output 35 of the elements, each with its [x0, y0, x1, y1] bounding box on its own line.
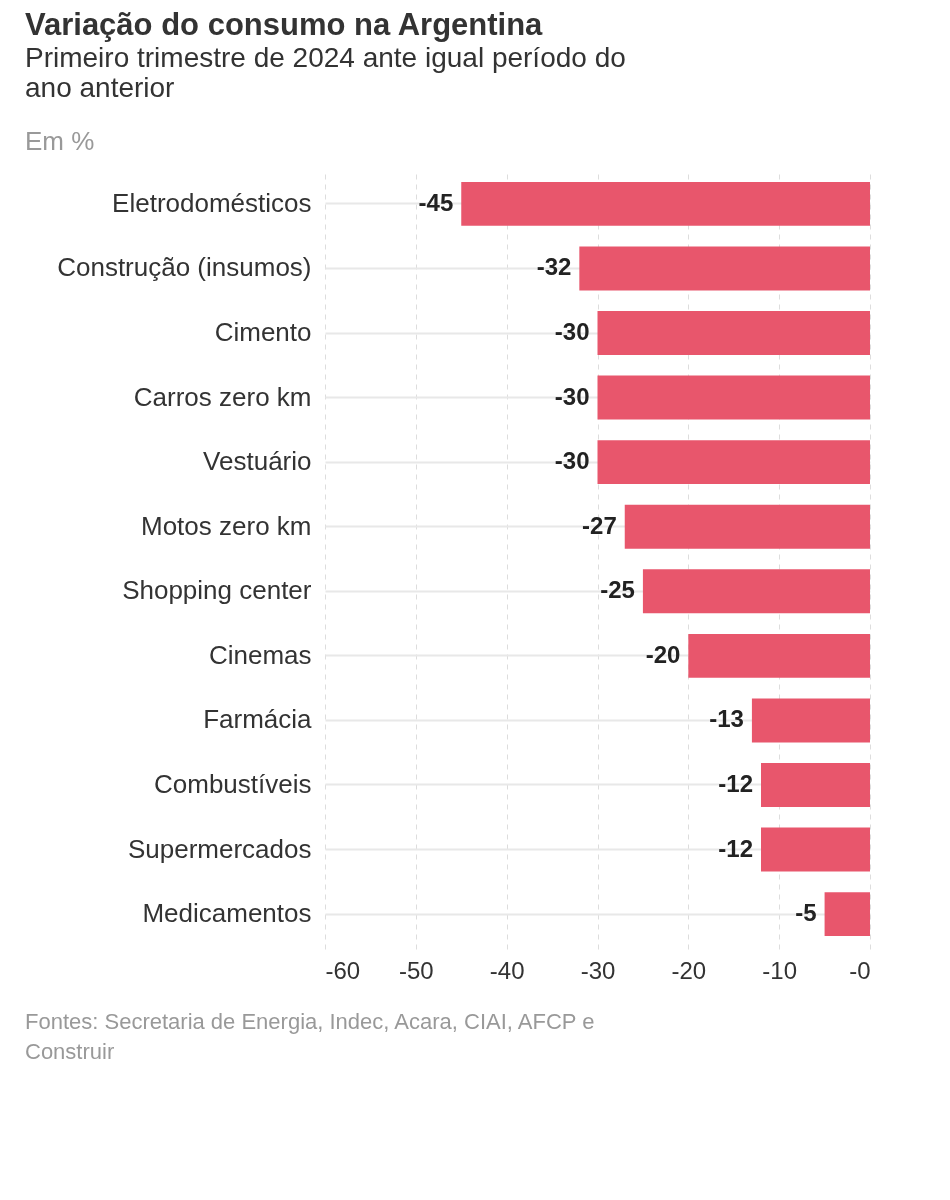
- x-tick-label: -10: [762, 956, 798, 984]
- data-label: -27: [582, 511, 617, 539]
- chart-subtitle: Primeiro trimestre de 2024 ante igual período do ano anterior: [25, 42, 626, 103]
- chart-title: Variação do consumo na Argentina: [25, 7, 544, 42]
- x-tick-label: -60: [325, 956, 361, 984]
- x-tick-label: -0: [849, 956, 871, 984]
- y-tick-label: Cinemas: [208, 639, 312, 670]
- x-tick-label: -30: [580, 956, 616, 984]
- data-label: -30: [554, 382, 590, 410]
- data-label: -20: [645, 640, 681, 668]
- y-tick-label: Farmácia: [203, 704, 313, 735]
- x-tick-label: -20: [671, 956, 707, 984]
- data-label: -13: [709, 705, 744, 733]
- y-tick-label: Shopping center: [122, 575, 312, 606]
- y-tick-label: Medicamentos: [142, 898, 312, 929]
- text: Fontes: Secretaria de Energia, Indec, Acara, CIAI, AFCP e Construir: [25, 1009, 595, 1064]
- data-label: -30: [554, 447, 590, 475]
- y-tick-label: Vestuário: [203, 446, 312, 477]
- x-tick-label: -40: [489, 956, 525, 984]
- y-tick-label: Combustíveis: [154, 768, 312, 799]
- y-tick-label: Construção (insumos): [57, 252, 312, 283]
- data-label: -30: [554, 318, 590, 346]
- x-tick-label: -50: [398, 956, 434, 984]
- y-tick-label: Eletrodomésticos: [112, 187, 312, 218]
- data-label: -12: [718, 769, 753, 797]
- y-tick-label: Motos zero km: [141, 510, 312, 541]
- y-tick-label: Supermercados: [127, 833, 312, 864]
- y-tick-label: Cimento: [214, 317, 312, 348]
- data-label: -45: [418, 188, 454, 216]
- data-label: -12: [718, 834, 753, 862]
- data-label: -5: [795, 899, 817, 927]
- text: Em %: [25, 126, 95, 156]
- y-tick-label: Carros zero km: [133, 381, 312, 412]
- data-label: -25: [600, 576, 635, 604]
- data-label: -32: [536, 253, 572, 281]
